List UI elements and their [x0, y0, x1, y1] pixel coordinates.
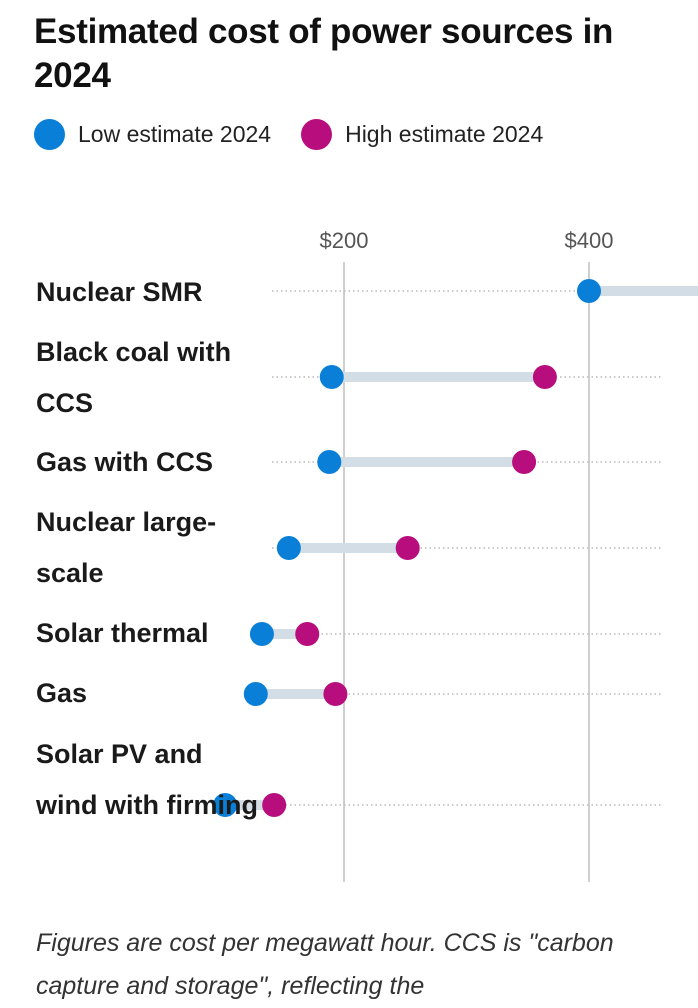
low-estimate-point [249, 622, 274, 646]
category-label: Nuclear SMR [36, 277, 203, 307]
legend-item-high: High estimate 2024 [301, 118, 544, 150]
low-estimate-point [276, 536, 301, 560]
low-estimate-point [319, 365, 344, 389]
low-estimate-point [243, 682, 268, 706]
high-estimate-point [532, 365, 557, 389]
low-estimate-point [317, 450, 342, 474]
category-label: Black coal with CCS [36, 337, 232, 418]
legend-swatch-low [34, 118, 65, 150]
category-label: Gas with CCS [36, 447, 214, 477]
footnote: Figures are cost per megawatt hour. CCS … [36, 929, 614, 1000]
legend-label-low: Low estimate 2024 [78, 121, 272, 147]
legend: Low estimate 2024 High estimate 2024 [34, 116, 573, 152]
legend-label-high: High estimate 2024 [345, 121, 544, 147]
high-estimate-point [262, 793, 287, 817]
high-estimate-point [512, 450, 537, 474]
low-estimate-point [577, 279, 601, 303]
x-tick-label: $200 [320, 228, 369, 253]
category-label: Solar thermal [36, 618, 209, 648]
category-label: Gas [36, 678, 88, 708]
category-label: Nuclear large-scale [36, 507, 217, 588]
low-estimate-point [213, 793, 238, 817]
high-estimate-point [323, 682, 348, 706]
legend-swatch-high [301, 118, 333, 150]
dumbbell-chart: $200$400$600 [213, 228, 698, 882]
x-tick-label: $400 [565, 228, 614, 253]
legend-item-low: Low estimate 2024 [34, 118, 272, 150]
high-estimate-point [395, 536, 420, 560]
chart-title: Estimated cost of power sources in 2024 [34, 12, 614, 95]
category-label: Solar PV and wind with firming [36, 739, 258, 820]
high-estimate-point [295, 622, 320, 646]
